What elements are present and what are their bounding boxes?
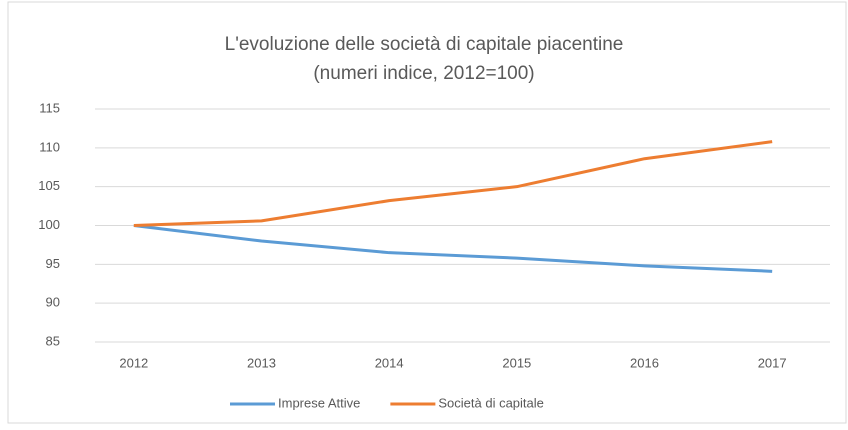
y-tick-label: 105 (38, 178, 60, 193)
y-tick-label: 115 (39, 100, 60, 115)
chart-border (7, 1, 847, 424)
y-tick-label: 100 (38, 217, 60, 232)
y-tick-label: 90 (46, 295, 60, 310)
y-tick-label: 95 (46, 256, 60, 271)
y-tick-label: 85 (46, 333, 60, 348)
chart-subtitle: (numeri indice, 2012=100) (313, 63, 534, 84)
series-line (133, 140, 773, 227)
x-tick-label: 2013 (247, 355, 276, 370)
legend-label: Imprese Attive (278, 395, 360, 410)
x-tick-label: 2015 (502, 355, 531, 370)
y-tick-label: 110 (39, 139, 60, 154)
chart-title: L'evoluzione delle società di capitale p… (225, 34, 624, 55)
x-tick-label: 2012 (119, 355, 148, 370)
x-tick-label: 2017 (758, 355, 787, 370)
legend-label: Società di capitale (438, 395, 544, 410)
x-tick-label: 2014 (375, 355, 404, 370)
x-tick-label: 2016 (630, 355, 659, 370)
series-line (133, 224, 773, 273)
